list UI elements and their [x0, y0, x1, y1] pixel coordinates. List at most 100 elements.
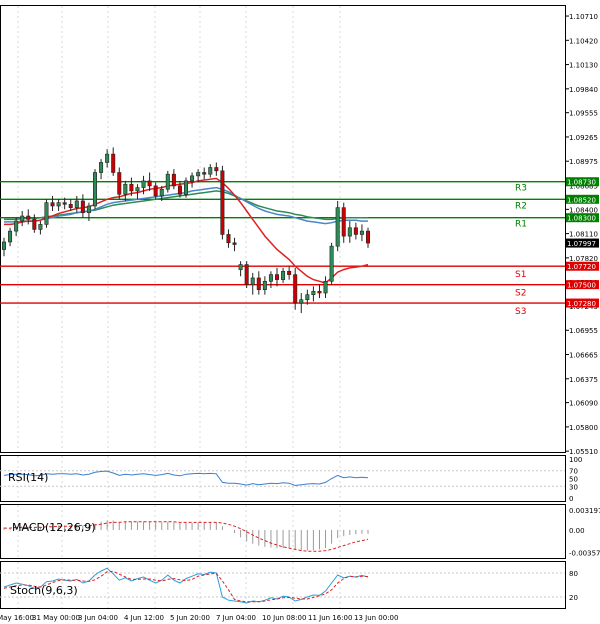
candle-body: [165, 173, 170, 190]
candle-body: [99, 162, 104, 173]
candle-body: [220, 170, 225, 235]
rsi-tick-label: 100: [569, 456, 582, 464]
level-tag-text-s3: 1.07280: [567, 300, 596, 308]
candle-body: [68, 204, 73, 208]
level-tag-text-s1: 1.07720: [567, 263, 596, 271]
price-tick-label: 1.10130: [569, 62, 598, 70]
candle-body: [238, 264, 243, 270]
time-tick-label: 5 Jun 20:00: [170, 614, 210, 622]
level-tag-r1: [566, 213, 599, 223]
candle-body: [365, 230, 370, 244]
time-tick-label: 11 Jun 16:00: [308, 614, 352, 622]
rsi-panel: [0, 455, 566, 502]
candle-body: [214, 167, 219, 172]
candle-body: [56, 202, 61, 207]
candle-body: [293, 274, 298, 304]
candle-body: [117, 172, 122, 195]
price-tick-label: 1.05510: [569, 448, 598, 456]
level-tag-text-r2: 1.08520: [567, 196, 596, 204]
time-tick-label: 4 Jun 12:00: [124, 614, 164, 622]
candle-body: [244, 264, 249, 285]
candle-body: [341, 207, 346, 237]
rsi-tick-label: 30: [569, 483, 578, 491]
current-price-label: 1.07997: [567, 240, 596, 248]
grid: [17, 6, 341, 608]
stoch-tick-label: 80: [569, 570, 578, 578]
level-label-s2: S2: [515, 289, 526, 299]
candle-body: [80, 200, 85, 213]
candle-body: [305, 294, 310, 301]
price-axis: 1.10710 1.10420 1.10130 1.09840 1.09555 1.092…: [565, 13, 598, 456]
level-tag-text-r3: 1.08730: [567, 179, 596, 187]
candle-body: [202, 172, 207, 175]
candle-body: [256, 277, 261, 290]
candle-body: [317, 291, 322, 294]
price-tick-label: 1.08110: [569, 231, 598, 239]
candle-body: [105, 153, 110, 163]
stoch-title: Stoch(9,6,3): [10, 584, 78, 597]
candle-body: [323, 280, 328, 294]
level-label-r1: R1: [515, 220, 527, 230]
price-tick-label: 1.09555: [569, 110, 598, 118]
price-tick-label: 1.08400: [569, 206, 598, 214]
candle-body: [153, 185, 158, 197]
candle-body: [135, 187, 140, 192]
level-tag-s3: [566, 298, 599, 308]
candle-body: [93, 172, 98, 207]
rsi-tick-label: 50: [569, 476, 578, 484]
candle-body: [281, 270, 286, 280]
candle-body: [123, 183, 128, 195]
candle-body: [329, 245, 334, 282]
current-price-box: [566, 238, 599, 248]
candle-body: [250, 277, 255, 285]
candle-body: [38, 224, 43, 230]
level-tag-text-r1: 1.08300: [567, 215, 596, 223]
candle-body: [262, 280, 267, 290]
candle-body: [44, 202, 49, 225]
candle-body: [86, 205, 91, 213]
time-tick-label: 13 Jun 00:00: [354, 614, 398, 622]
candle-body: [147, 180, 152, 187]
time-axis: 30 May 16:0031 May 00:003 Jun 04:00 4 Jun…: [0, 614, 398, 622]
candle-body: [287, 270, 292, 275]
candle-body: [177, 185, 182, 195]
time-tick-label: 30 May 16:00: [0, 614, 34, 622]
candles: [1, 147, 370, 314]
macd-tick-label: -0.003573: [569, 549, 600, 557]
price-tick-label: 1.06090: [569, 400, 598, 408]
rsi-tick-label: 70: [569, 468, 578, 476]
candle-body: [129, 183, 134, 192]
level-label-r2: R2: [515, 201, 527, 211]
candle-body: [111, 153, 116, 173]
time-tick-label: 31 May 00:00: [32, 614, 80, 622]
price-tick-label: 1.06955: [569, 327, 598, 335]
time-tick-label: 7 Jun 04:00: [216, 614, 256, 622]
price-tick-label: 1.09840: [569, 86, 598, 94]
candle-body: [347, 227, 352, 237]
pivot-levels: R3 1.08730 R2 1.08520 R1 1.08300 S1 1.07720 S2 1.…: [0, 177, 599, 317]
candle-body: [1, 241, 7, 250]
price-tick-label: 1.07820: [569, 255, 598, 263]
level-label-r3: R3: [515, 184, 527, 194]
time-tick-label: 3 Jun 04:00: [78, 614, 118, 622]
candle-body: [232, 242, 237, 245]
stoch-d-line: [3, 570, 369, 603]
candle-body: [159, 188, 164, 197]
level-tag-r3: [566, 177, 599, 187]
candle-body: [299, 299, 304, 304]
candle-body: [74, 200, 79, 208]
level-tag-text-s2: 1.07500: [567, 282, 596, 290]
macd-tick-label: 0.00: [569, 527, 585, 535]
candle-body: [359, 230, 364, 235]
level-label-s3: S3: [515, 307, 526, 317]
stoch-panel: [0, 561, 566, 609]
candle-body: [311, 291, 316, 295]
time-tick-label: 10 Jun 08:00: [262, 614, 306, 622]
rsi-line: [3, 470, 369, 487]
candle-body: [268, 274, 273, 282]
current-price-tag: 1.07997: [566, 238, 599, 248]
macd-signal-line: [4, 521, 369, 552]
candle-body: [32, 219, 37, 230]
candle-body: [190, 175, 195, 182]
candle-body: [62, 202, 67, 205]
